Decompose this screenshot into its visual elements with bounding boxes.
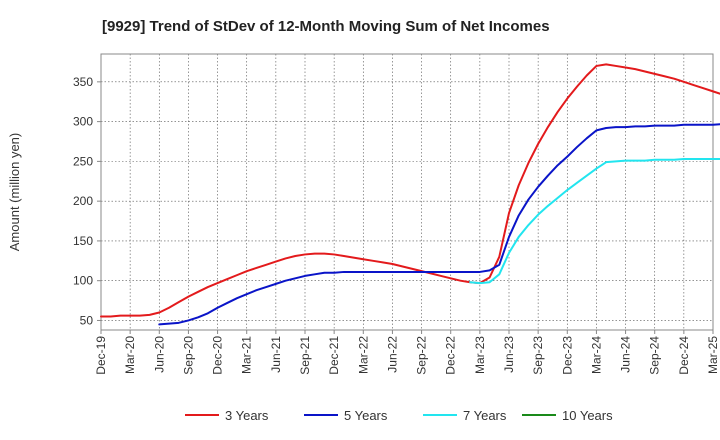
x-tick-label: Sep-24 (648, 336, 662, 375)
series-line-3-years (100, 63, 720, 318)
x-tick-label: Mar-22 (356, 336, 370, 374)
y-tick-label: 150 (73, 234, 93, 248)
series-line-5-years (158, 123, 720, 326)
x-tick-label: Jun-21 (269, 336, 283, 373)
series-line-7-years (469, 157, 720, 285)
x-tick-label: Jun-22 (385, 336, 399, 373)
y-tick-label: 250 (73, 154, 93, 168)
x-tick-label: Dec-20 (211, 336, 225, 375)
y-tick-label: 300 (73, 115, 93, 129)
y-tick-label: 100 (73, 274, 93, 288)
x-axis: Dec-19 Mar-20 Jun-20 Sep-20 Dec-20 Mar-21 Jun-… (94, 330, 720, 375)
y-tick-label: 50 (80, 313, 94, 327)
legend-label: 3 Years (225, 408, 269, 423)
x-tick-label: Dec-19 (94, 336, 108, 375)
x-tick-label: Jun-24 (619, 336, 633, 373)
x-tick-label: Sep-22 (415, 336, 429, 375)
x-tick-label: Jun-20 (152, 336, 166, 373)
grid (101, 54, 713, 330)
x-tick-label: Mar-20 (123, 336, 137, 374)
x-tick-label: Mar-24 (589, 336, 603, 374)
x-tick-label: Sep-21 (298, 336, 312, 375)
y-axis: 50 100 150 200 250 300 350 (73, 75, 101, 327)
x-tick-label: Dec-21 (327, 336, 341, 375)
series-layer (100, 63, 720, 326)
y-axis-label: Amount (million yen) (7, 133, 22, 252)
x-tick-label: Jun-23 (502, 336, 516, 373)
x-tick-label: Dec-24 (677, 336, 691, 375)
legend-label: 7 Years (463, 408, 507, 423)
x-tick-label: Sep-20 (181, 336, 195, 375)
legend-label: 10 Years (562, 408, 613, 423)
x-tick-label: Mar-21 (240, 336, 254, 374)
x-tick-label: Mar-23 (473, 336, 487, 374)
legend-label: 5 Years (344, 408, 388, 423)
y-tick-label: 350 (73, 75, 93, 89)
x-tick-label: Dec-22 (444, 336, 458, 375)
plot-frame (100, 53, 714, 331)
x-tick-label: Sep-23 (531, 336, 545, 375)
y-tick-label: 200 (73, 194, 93, 208)
x-tick-label: Dec-23 (560, 336, 574, 375)
legend: 3 Years 5 Years 7 Years 10 Years (185, 408, 613, 423)
chart-title: [9929] Trend of StDev of 12-Month Moving… (102, 18, 550, 35)
x-tick-label: Mar-25 (706, 336, 720, 374)
